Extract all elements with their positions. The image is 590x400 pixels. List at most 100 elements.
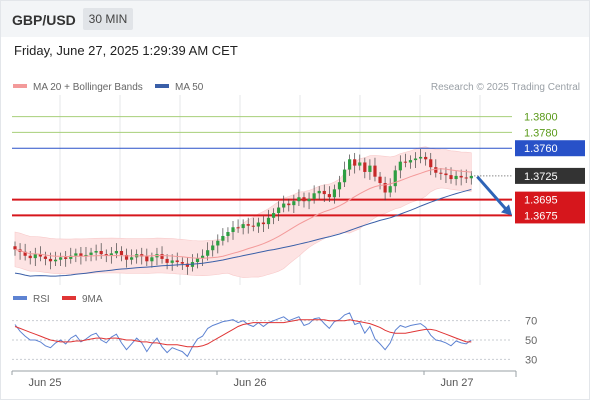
- candle-down: [383, 183, 387, 193]
- candle-up: [271, 213, 276, 218]
- timeframe-button[interactable]: 30 MIN: [83, 8, 133, 30]
- candle-up: [312, 193, 316, 199]
- candle-up: [408, 160, 413, 163]
- forecast-arrow-shaft: [476, 175, 509, 212]
- candle-down: [378, 176, 382, 184]
- candle-up: [241, 224, 245, 229]
- candle-up: [109, 253, 113, 256]
- bollinger-band: [14, 146, 472, 278]
- rsi-tick-label: 70: [525, 316, 537, 328]
- resistance-level-label: 1.3800: [524, 112, 558, 124]
- candle-down: [124, 254, 129, 260]
- candle-down: [403, 161, 407, 163]
- candle-down: [459, 175, 463, 178]
- candle-up: [342, 169, 347, 183]
- candle-down: [353, 159, 357, 166]
- candle-up: [398, 161, 402, 171]
- header-bar: GBP/USD 30 MIN: [1, 1, 589, 37]
- candle-up: [216, 240, 220, 246]
- candle-up: [69, 255, 73, 259]
- candle-up: [413, 158, 418, 161]
- candle-down: [79, 253, 83, 257]
- candle-up: [256, 222, 260, 227]
- candle-down: [246, 224, 250, 226]
- pivot-level-label: 1.3760: [524, 143, 558, 155]
- x-axis-tick-label: Jun 26: [233, 377, 266, 389]
- candle-up: [332, 189, 337, 198]
- candle-up: [277, 207, 281, 214]
- candle-down: [13, 246, 17, 250]
- candle-up: [59, 257, 63, 260]
- candle-down: [322, 190, 326, 195]
- candle-down: [327, 194, 331, 198]
- forecast-arrow-head: [501, 204, 512, 216]
- candle-down: [43, 256, 48, 259]
- candle-down: [439, 172, 443, 174]
- candle-down: [287, 203, 291, 206]
- candle-down: [104, 254, 108, 256]
- ma20-line: [14, 168, 472, 259]
- candle-down: [261, 222, 266, 225]
- candle-up: [94, 251, 98, 253]
- pivot-level-tag: [515, 140, 585, 157]
- candle-down: [363, 162, 367, 172]
- candle-up: [53, 259, 58, 262]
- rsi-ma-legend-swatch: [62, 296, 76, 300]
- candle-down: [145, 256, 149, 262]
- candle-up: [358, 162, 362, 166]
- candle-up: [221, 235, 225, 241]
- candle-up: [282, 203, 286, 208]
- candle-down: [373, 165, 377, 177]
- candle-up: [348, 159, 352, 170]
- candle-down: [28, 255, 32, 259]
- rsi-line: [14, 312, 472, 358]
- candle-up: [469, 175, 473, 179]
- rsi-legend-swatch: [13, 296, 27, 300]
- candle-down: [180, 262, 184, 264]
- candle-down: [429, 159, 433, 168]
- candle-up: [195, 258, 200, 263]
- ma50-legend-swatch: [155, 84, 169, 88]
- candle-down: [23, 251, 27, 256]
- rsi-tick-label: 30: [525, 354, 537, 366]
- rsi-tick-label: 50: [525, 335, 537, 347]
- timestamp: Friday, June 27, 2025 1:29:39 AM CET: [14, 43, 238, 58]
- candle-down: [424, 156, 428, 160]
- candle-up: [368, 165, 372, 172]
- candle-up: [454, 175, 458, 180]
- candle-up: [200, 255, 205, 259]
- current-price-label: 1.3725: [524, 171, 558, 183]
- candle-up: [297, 197, 301, 202]
- candle-down: [185, 263, 189, 267]
- candle-up: [114, 251, 118, 254]
- candle-up: [74, 253, 78, 256]
- current-price-tag: [515, 167, 585, 184]
- candle-up: [206, 250, 210, 256]
- support-level-label: 1.3695: [524, 195, 558, 207]
- candle-down: [165, 258, 169, 263]
- candle-down: [175, 260, 179, 263]
- candle-up: [170, 260, 174, 263]
- ma50-line: [14, 189, 472, 277]
- candle-down: [449, 175, 453, 180]
- rsi-ma-line: [14, 319, 472, 348]
- candle-up: [393, 170, 397, 187]
- candle-down: [464, 177, 468, 179]
- x-axis-tick-label: Jun 27: [440, 377, 473, 389]
- candle-up: [33, 254, 37, 259]
- candle-up: [337, 182, 342, 190]
- resistance-level-label: 1.3780: [524, 127, 558, 139]
- candle-down: [434, 167, 438, 173]
- candle-up: [130, 257, 134, 260]
- rsi-ma-legend-label: 9MA: [82, 294, 103, 305]
- rsi-legend-label: RSI: [33, 294, 50, 305]
- candle-up: [211, 245, 215, 251]
- ma20-legend-label: MA 20 + Bollinger Bands: [33, 82, 143, 93]
- candle-down: [302, 197, 306, 202]
- candle-up: [307, 198, 311, 202]
- candle-up: [226, 232, 230, 236]
- credit-text: Research © 2025 Trading Central: [431, 82, 580, 93]
- ma20-legend-swatch: [13, 84, 27, 88]
- candle-down: [64, 257, 68, 259]
